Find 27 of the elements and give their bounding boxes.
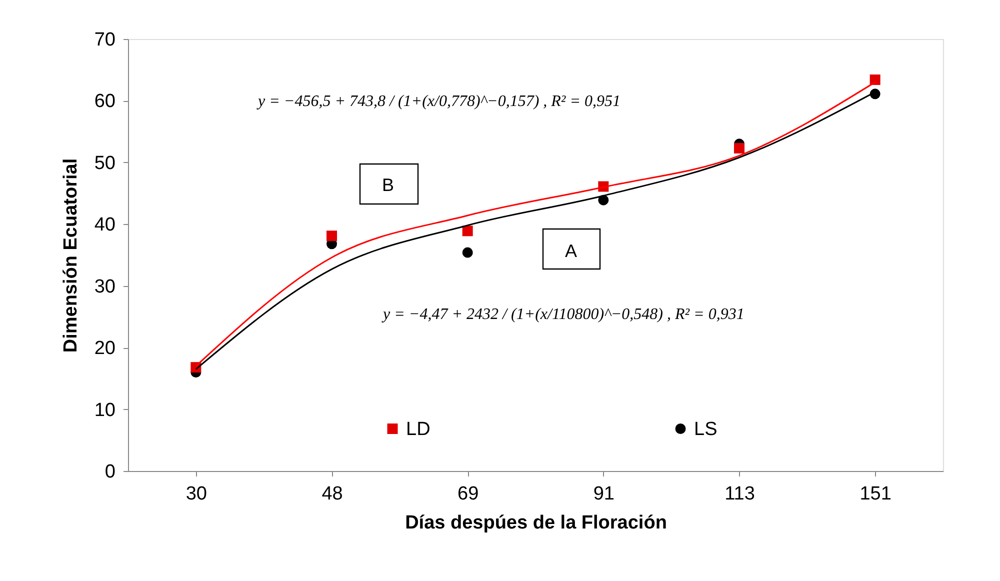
annotation: y = −456,5 + 743,8 / (1+(x/0,778)^−0,157) , R² = 0,951 bbox=[256, 93, 621, 110]
point bbox=[734, 142, 744, 154]
point bbox=[326, 230, 337, 242]
legend-label: LD bbox=[406, 418, 430, 440]
x-tick-label: 48 bbox=[322, 484, 343, 504]
y-axis-title: Dimensión Ecuatorial bbox=[60, 158, 82, 353]
x-axis-title: Días despúes de la Floración bbox=[405, 512, 667, 534]
annotation: B bbox=[382, 175, 394, 195]
y-tick-label: 0 bbox=[104, 462, 116, 482]
y-tick-label: 30 bbox=[94, 276, 116, 298]
annotation: y = −4,47 + 2432 / (1+(x/110800)^−0,548) , R² = 0,931 bbox=[381, 306, 744, 323]
legend-label: LS bbox=[694, 418, 718, 440]
x-tick-label: 151 bbox=[860, 484, 892, 504]
point bbox=[462, 226, 473, 236]
point bbox=[870, 74, 880, 85]
x-tick-label: 30 bbox=[186, 484, 207, 504]
x-tick-label: 69 bbox=[458, 484, 479, 504]
y-tick-label: 70 bbox=[94, 30, 116, 50]
point bbox=[462, 247, 473, 258]
y-tick-label: 60 bbox=[94, 91, 116, 112]
y-tick-label: 10 bbox=[94, 400, 116, 421]
annotation: A bbox=[564, 241, 578, 261]
y-tick-label: 20 bbox=[94, 338, 116, 360]
y-tick-label: 50 bbox=[94, 152, 116, 174]
x-tick-label: 91 bbox=[593, 484, 614, 504]
y-tick-label: 40 bbox=[94, 214, 116, 236]
x-tick-label: 113 bbox=[724, 484, 755, 504]
